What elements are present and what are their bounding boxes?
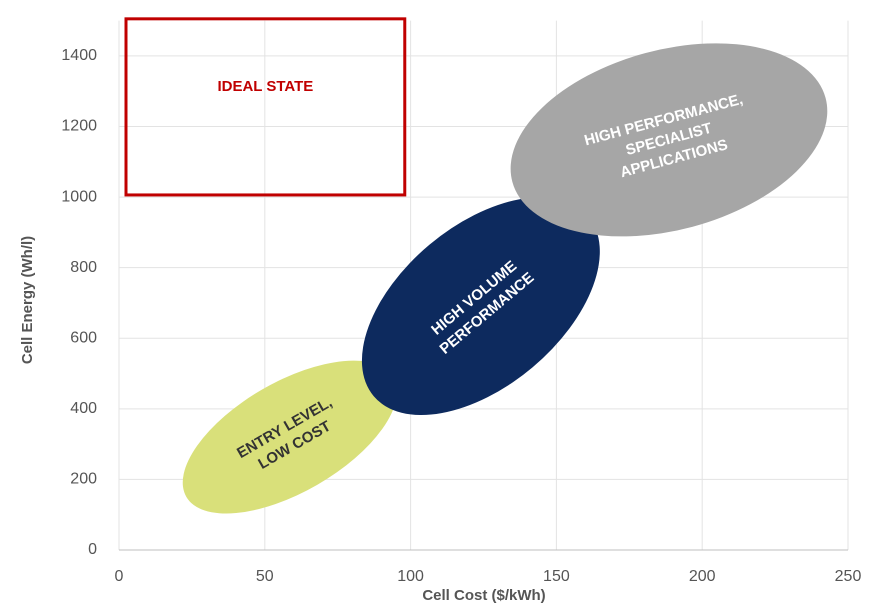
region: ENTRY LEVEL,LOW COST: [182, 360, 398, 514]
y-tick-label: 1000: [61, 188, 97, 205]
x-axis-title: Cell Cost ($/kWh): [422, 587, 545, 604]
x-tick-label: 150: [543, 568, 570, 585]
y-tick-label: 400: [70, 400, 97, 417]
y-tick-label: 200: [70, 471, 97, 488]
region-ellipse: [182, 360, 398, 514]
ideal-label: IDEAL STATE: [217, 78, 313, 95]
x-tick-label: 100: [397, 568, 424, 585]
x-tick-label: 50: [256, 568, 274, 585]
y-tick-label: 0: [88, 541, 97, 558]
x-tick-label: 250: [835, 568, 862, 585]
region-ellipse: [510, 43, 828, 237]
y-tick-label: 1400: [61, 47, 97, 64]
y-tick-label: 600: [70, 329, 97, 346]
ideal-box: [124, 17, 407, 197]
y-axis-title: Cell Energy (Wh/l): [19, 236, 36, 364]
x-tick-label: 0: [115, 568, 124, 585]
x-tick-label: 200: [689, 568, 716, 585]
y-tick-label: 1200: [61, 118, 97, 135]
y-tick-label: 800: [70, 259, 97, 276]
region-ellipse: [361, 197, 600, 416]
